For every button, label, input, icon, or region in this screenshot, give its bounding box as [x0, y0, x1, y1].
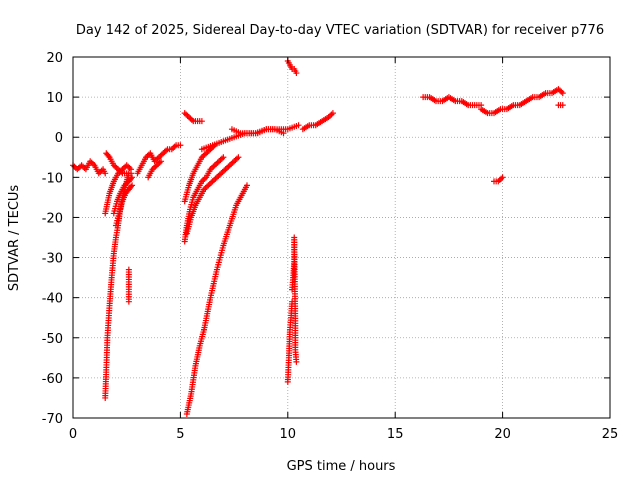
data-point: [295, 122, 302, 129]
data-point: [499, 174, 506, 181]
axis-ticks: 0 5 10 15 20 25 20 10 0 -10 -20 -30 -40 -50 -60 -70: [42, 51, 619, 442]
y-tick-label: -30: [42, 252, 63, 267]
data-point: [127, 170, 134, 177]
data-point: [243, 182, 250, 189]
y-tick-label: 20: [46, 51, 63, 66]
data-point: [158, 158, 165, 165]
data-point: [559, 90, 566, 97]
data-point: [293, 358, 300, 365]
x-axis-label: GPS time / hours: [287, 459, 396, 474]
data-point: [329, 110, 336, 117]
x-tick-label: 25: [602, 427, 619, 442]
y-tick-label: -50: [42, 332, 63, 347]
y-tick-label: 10: [46, 91, 63, 106]
plot-frame: [72, 56, 611, 419]
y-tick-label: -20: [42, 211, 63, 226]
x-tick-label: 20: [494, 427, 511, 442]
x-tick-label: 15: [387, 427, 404, 442]
data-point: [293, 70, 300, 77]
chart-title: Day 142 of 2025, Sidereal Day-to-day VTE…: [76, 23, 604, 38]
y-tick-label: -60: [42, 372, 63, 387]
data-point: [177, 142, 184, 149]
data-point: [129, 182, 136, 189]
y-tick-label: -70: [42, 412, 63, 427]
x-tick-label: 0: [69, 427, 77, 442]
data-point: [102, 170, 109, 177]
data-point: [127, 175, 134, 182]
data-points: [70, 58, 566, 417]
y-tick-label: 0: [55, 131, 63, 146]
x-tick-label: 5: [176, 427, 184, 442]
y-tick-label: -40: [42, 292, 63, 307]
grid: [73, 57, 610, 418]
data-point: [198, 118, 205, 125]
data-point: [129, 174, 136, 181]
data-point: [220, 154, 227, 161]
data-point: [280, 130, 287, 137]
data-point: [235, 154, 242, 161]
y-axis-label: SDTVAR / TECUs: [7, 185, 22, 292]
data-point: [127, 183, 134, 190]
data-point: [125, 298, 132, 305]
y-tick-label: -10: [42, 171, 63, 186]
x-tick-label: 10: [280, 427, 297, 442]
data-point: [559, 102, 566, 109]
data-point: [105, 152, 112, 159]
